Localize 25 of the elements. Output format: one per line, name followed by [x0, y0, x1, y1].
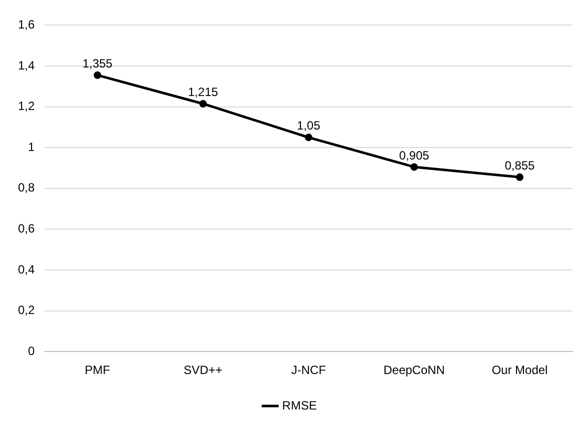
- point: [410, 163, 418, 171]
- x-tick-label: J-NCF: [291, 363, 326, 378]
- data-label: 1,355: [82, 56, 113, 70]
- point: [516, 173, 524, 181]
- data-label: 0,905: [399, 148, 430, 162]
- x-tick-label: Our Model: [492, 363, 548, 378]
- y-tick-label: 0: [28, 344, 35, 358]
- point: [199, 100, 207, 108]
- y-tick-label: 1,2: [18, 99, 35, 114]
- legend-label: RMSE: [282, 398, 317, 412]
- data-label: 1,05: [296, 118, 321, 133]
- x-tick-label: PMF: [84, 363, 110, 378]
- y-tick-label: 1,4: [18, 58, 35, 72]
- y-tick-label: 1,6: [18, 18, 35, 32]
- x-tick-label: DeepCoNN: [383, 363, 445, 378]
- y-tick-label: 0,2: [18, 303, 35, 318]
- point: [94, 71, 102, 79]
- y-tick-label: 0,4: [18, 262, 35, 276]
- data-label: 1,215: [188, 85, 218, 100]
- y-tick-label: 0,8: [18, 180, 35, 195]
- y-tick-label: 0,6: [18, 222, 35, 236]
- y-tick-label: 1: [28, 140, 35, 154]
- data-label: 0,855: [504, 158, 536, 172]
- x-tick-label: SVD++: [184, 363, 222, 378]
- point: [304, 134, 312, 142]
